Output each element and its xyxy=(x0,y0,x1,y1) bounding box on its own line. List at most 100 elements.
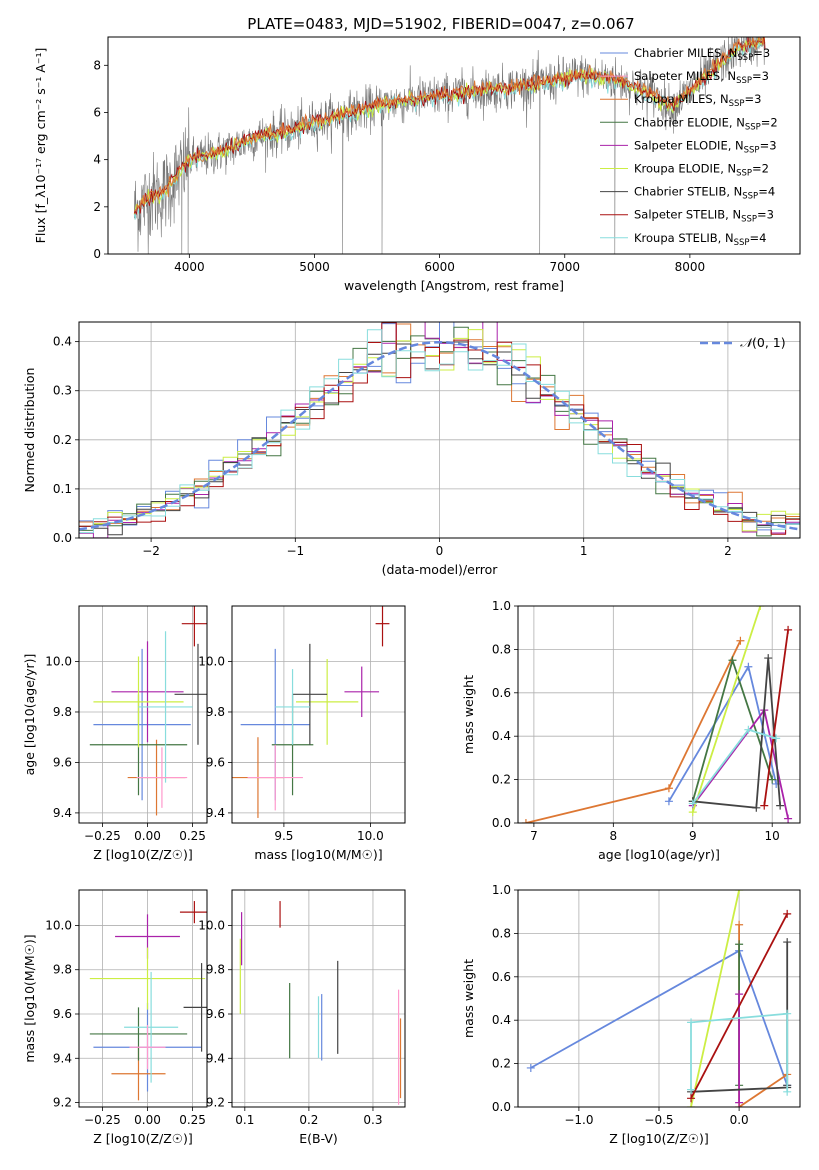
spectrum-panel: 4000 5000 6000 7000 8000 0 2 4 6 8 wavelength [Ang… xyxy=(33,36,801,293)
weight_vs_age-plot-area xyxy=(518,606,800,823)
legend-entry-7: Salpeter STELIB, NSSP=3 xyxy=(634,208,774,225)
legend-entry-5: Kroupa ELODIE, NSSP=2 xyxy=(634,162,769,179)
mass_vs_ebv-ytick-label-1: 9.4 xyxy=(206,1051,225,1065)
legend-imf-8: Kroupa xyxy=(634,231,675,245)
weight_vs_age-marker-7-0 xyxy=(688,799,697,808)
weight_vs_age-marker-5-1 xyxy=(752,803,761,812)
legend-imf-2: Kroupa xyxy=(634,92,675,106)
legend-n-5: 2 xyxy=(762,162,769,176)
mass_vs_Z-xtick-label-0: −0.25 xyxy=(84,1113,121,1127)
legend-n-4: 3 xyxy=(769,138,776,152)
weight_vs_age-marker-1-2 xyxy=(736,636,745,645)
weight_vs_age-series-1 xyxy=(525,640,742,823)
legend-n-2: 3 xyxy=(754,92,761,106)
weight_vs_Z-xlabel: Z [log10(Z/Z☉)] xyxy=(609,1131,709,1146)
age_vs_mass-xlabel: mass [log10(M/M☉)] xyxy=(254,847,382,862)
weight_vs_age-ytick-label-2: 0.4 xyxy=(492,729,511,743)
legend-eq-8: = xyxy=(749,231,759,245)
age_vs_mass-frame xyxy=(231,605,406,824)
weight_vs_Z-ytick-label-3: 0.6 xyxy=(492,970,511,984)
spectrum-data-line xyxy=(134,37,765,254)
weight_vs_age-series-4 xyxy=(691,606,762,813)
residuals-xtick-label-1: −1 xyxy=(286,544,304,558)
legend-lib-4: ELODIE xyxy=(686,138,728,152)
legend-imf-7: Salpeter xyxy=(634,208,683,222)
spectrum-frame xyxy=(107,36,801,255)
age_vs_mass-ytick-label-0: 9.4 xyxy=(206,806,225,820)
mass_vs_Z-frame xyxy=(78,889,208,1108)
legend-entry-3: Chabrier ELODIE, NSSP=2 xyxy=(634,115,778,132)
legend-lib-3: ELODIE xyxy=(687,115,729,129)
legend-eq-4: = xyxy=(760,138,770,152)
spectrum-xtick-label-3: 7000 xyxy=(549,260,580,274)
weight_vs_age-marker-6-0 xyxy=(760,801,769,810)
weight_vs_Z-marker-4-1 xyxy=(735,890,744,894)
legend-sub-5: SSP xyxy=(736,169,752,179)
weight_vs_age-marker-5-3 xyxy=(776,801,785,810)
weight_vs_Z-frame xyxy=(517,889,801,1108)
spectrum-xlabel: wavelength [Angstrom, rest frame] xyxy=(344,278,564,293)
age_vs_Z-xlabel: Z [log10(Z/Z☉)] xyxy=(93,847,193,862)
legend-sep-4: , N xyxy=(728,138,744,152)
legend-sub-4: SSP xyxy=(744,145,760,155)
spectrum-plot-area xyxy=(133,37,766,254)
age_vs_Z-xtick-label-2: 0.25 xyxy=(179,829,206,843)
weight_vs_age-marker-0-0 xyxy=(664,797,673,806)
mass_vs_Z-ytick-label-2: 9.6 xyxy=(53,1007,72,1021)
mass_vs_ebv-xtick-label-1: 0.2 xyxy=(299,1113,318,1127)
mass_vs_Z-ylabel: mass [log10(M/M☉)] xyxy=(22,934,37,1062)
gaussian-legend-args: (0, 1) xyxy=(752,335,786,350)
spectrum-ytick-label-3: 6 xyxy=(93,105,101,119)
legend-eq-3: = xyxy=(761,115,771,129)
age_vs_Z-panel: −0.25 0.00 0.25 9.4 9.6 9.8 10.0 Z [log10(Z/Z☉)… xyxy=(22,605,208,862)
legend-sep-3: , N xyxy=(729,115,745,129)
weight_vs_Z-marker-7-2 xyxy=(783,1009,792,1018)
legend-sep-1: , N xyxy=(720,69,736,83)
legend-lib-6: STELIB xyxy=(687,185,726,199)
weight_vs_age-xtick-label-1: 8 xyxy=(610,829,618,843)
mass_vs_ebv-ytick-label-2: 9.6 xyxy=(206,1007,225,1021)
legend-sep-5: , N xyxy=(720,162,736,176)
age_vs_Z-ylabel: age [log10(age/yr)] xyxy=(22,654,37,776)
residual-hist-3 xyxy=(79,322,800,538)
mass_vs_ebv-xlabel: E(B-V) xyxy=(299,1131,338,1146)
residuals-xtick-label-0: −2 xyxy=(142,544,160,558)
legend-imf-6: Chabrier xyxy=(634,185,684,199)
legend-sub-3: SSP xyxy=(745,122,761,132)
mass_vs_Z-xlabel: Z [log10(Z/Z☉)] xyxy=(93,1131,193,1146)
weight_vs_age-ytick-label-5: 1.0 xyxy=(492,599,511,613)
age_vs_Z-xtick-label-0: −0.25 xyxy=(84,829,121,843)
legend-eq-7: = xyxy=(757,208,767,222)
weight_vs_Z-marker-5-2 xyxy=(783,938,792,947)
weight_vs_Z-marker-0-0 xyxy=(526,1063,535,1072)
mass_vs_ebv-xtick-label-0: 0.1 xyxy=(235,1113,254,1127)
weight_vs_Z-marker-6-1 xyxy=(783,909,792,918)
residuals-ylabel: Normed distribution xyxy=(22,368,37,493)
legend-sep-8: , N xyxy=(718,231,734,245)
residuals-ytick-label-0: 0.0 xyxy=(53,531,72,545)
age_vs_mass-xtick-label-1: 10.0 xyxy=(357,829,384,843)
mass_vs_ebv-ytick-label-3: 9.8 xyxy=(206,963,225,977)
legend-lib-7: STELIB xyxy=(686,208,725,222)
spectrum-ylabel: Flux [f_λ10⁻¹⁷ erg cm⁻² s⁻¹ A⁻¹] xyxy=(33,48,48,244)
weight_vs_age-ytick-label-0: 0.0 xyxy=(492,816,511,830)
weight_vs_Z-ytick-label-5: 1.0 xyxy=(492,883,511,897)
weight_vs_age-marker-4-0 xyxy=(688,808,697,817)
weight_vs_Z-xtick-label-0: −1.0 xyxy=(564,1113,593,1127)
legend-entry-0: Chabrier MILES, NSSP=3 xyxy=(634,46,770,63)
mass_vs_Z-panel: −0.25 0.00 0.25 9.2 9.4 9.6 9.8 10.0 Z [log10(Z/… xyxy=(22,889,208,1146)
weight_vs_Z-marker-1-0 xyxy=(735,920,744,929)
legend-lib-1: MILES xyxy=(686,69,720,83)
residuals-plot-area xyxy=(79,322,800,538)
weight_vs_age-series-6 xyxy=(763,629,789,806)
legend-entry-1: Salpeter MILES, NSSP=3 xyxy=(634,69,769,86)
weight_vs_age-xtick-label-0: 7 xyxy=(530,829,538,843)
legend-lib-8: STELIB xyxy=(678,231,717,245)
legend-imf-4: Salpeter xyxy=(634,138,683,152)
age_vs_Z-ytick-label-1: 9.6 xyxy=(53,755,72,769)
weight_vs_Z-ytick-label-2: 0.4 xyxy=(492,1013,511,1027)
legend-entry-6: Chabrier STELIB, NSSP=4 xyxy=(634,185,775,202)
weight_vs_Z-series-4 xyxy=(690,890,740,1107)
mass_vs_ebv-plot-area xyxy=(232,890,405,1107)
